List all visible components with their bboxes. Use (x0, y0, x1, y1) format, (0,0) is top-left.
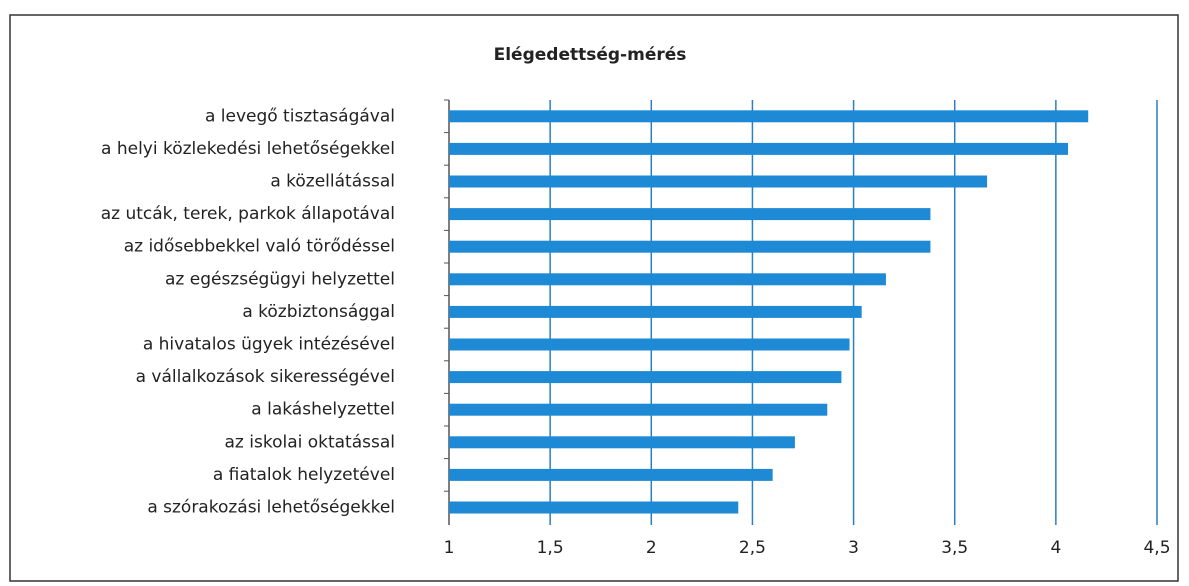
x-tick-label: 1,5 (537, 538, 564, 558)
x-tick-label: 4 (1050, 538, 1061, 558)
bar (449, 273, 886, 286)
bar (449, 142, 1068, 155)
y-tick-label: a hivatalos ügyek intézésével (143, 335, 395, 355)
y-tick-label: az egészségügyi helyzettel (165, 269, 395, 289)
bar (449, 436, 795, 449)
x-tick-label: 3,5 (941, 538, 968, 558)
y-tick-label: a közellátással (270, 172, 395, 192)
bar (449, 240, 931, 253)
bar (449, 371, 842, 384)
y-tick-label: a levegő tisztaságával (205, 106, 395, 126)
bar (449, 208, 931, 221)
chart-title: Elégedettség-mérés (494, 45, 687, 65)
y-tick-label: a lakáshelyzettel (251, 400, 395, 420)
y-tick-label: a helyi közlekedési lehetőségekkel (101, 139, 395, 159)
y-tick-label: az idősebbekkel való törődéssel (124, 237, 395, 257)
y-tick-label: a vállalkozások sikerességével (136, 367, 395, 387)
bar (449, 305, 862, 318)
x-tick-label: 2,5 (739, 538, 766, 558)
x-tick-label: 1 (444, 538, 455, 558)
y-tick-label: az utcák, terek, parkok állapotával (101, 204, 395, 224)
x-tick-label: 3 (848, 538, 859, 558)
y-tick-label: a szórakozási lehetőségekkel (147, 498, 395, 518)
bar (449, 338, 850, 351)
y-tick-label: az iskolai oktatással (225, 432, 396, 452)
bar (449, 403, 828, 416)
bar (449, 175, 988, 188)
bar (449, 468, 773, 481)
chart-frame (9, 14, 1179, 582)
y-tick-label: a fiatalok helyzetével (213, 465, 395, 485)
y-tick-label: a közbiztonsággal (242, 302, 395, 322)
bar (449, 501, 739, 514)
x-tick-label: 4,5 (1143, 538, 1170, 558)
bar (449, 110, 1089, 123)
x-tick-label: 2 (646, 538, 657, 558)
